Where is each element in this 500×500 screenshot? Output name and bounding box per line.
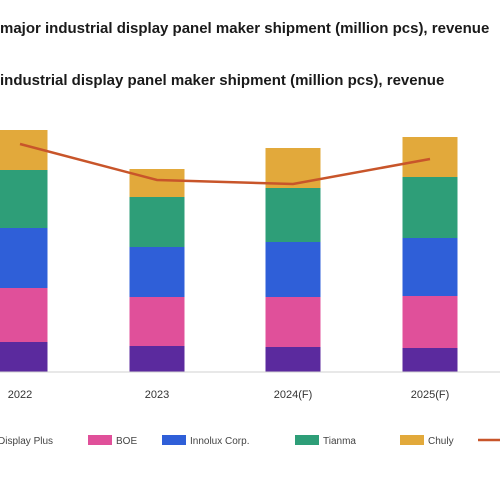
bar-segment <box>265 242 321 297</box>
legend-swatch <box>295 435 319 445</box>
bar-segment <box>0 228 48 288</box>
bar-segment <box>129 197 185 247</box>
x-tick-label: 2024(F) <box>274 389 313 401</box>
legend-swatch <box>400 435 424 445</box>
legend-swatch <box>162 435 186 445</box>
bar-segment <box>402 177 458 238</box>
bar-segment <box>0 288 48 342</box>
bars-group <box>0 130 458 372</box>
chart-subtitle: industrial display panel maker shipment … <box>0 72 445 89</box>
legend-label: Display Plus <box>0 436 53 447</box>
legend-label: Chuly <box>428 436 454 447</box>
bar-segment <box>0 170 48 228</box>
bar-segment <box>129 247 185 297</box>
x-axis-ticks: 2022 2023 2024(F) 2025(F) <box>8 389 450 401</box>
legend-label: BOE <box>116 436 137 447</box>
bar-segment <box>129 169 185 197</box>
bar-segment <box>402 296 458 348</box>
legend-label: Tianma <box>323 436 356 447</box>
legend: Display Plus BOE Innolux Corp. Tianma Chuly <box>0 435 500 447</box>
bar-segment <box>265 188 321 242</box>
legend-label: Innolux Corp. <box>190 436 249 447</box>
bar-segment <box>402 137 458 177</box>
bar-segment <box>402 238 458 296</box>
bar-segment <box>265 297 321 347</box>
bar-segment <box>265 347 321 372</box>
bar-segment <box>0 342 48 372</box>
bar-segment <box>402 348 458 372</box>
bar-segment <box>265 148 321 188</box>
bar-segment <box>129 297 185 346</box>
legend-swatch <box>88 435 112 445</box>
revenue-line <box>19 142 431 186</box>
x-tick-label: 2023 <box>145 389 169 401</box>
revenue-line-group <box>19 142 431 186</box>
bar-segment <box>129 346 185 372</box>
x-tick-label: 2025(F) <box>411 389 450 401</box>
x-tick-label: 2022 <box>8 389 32 401</box>
chart-title: major industrial display panel maker shi… <box>0 20 490 37</box>
